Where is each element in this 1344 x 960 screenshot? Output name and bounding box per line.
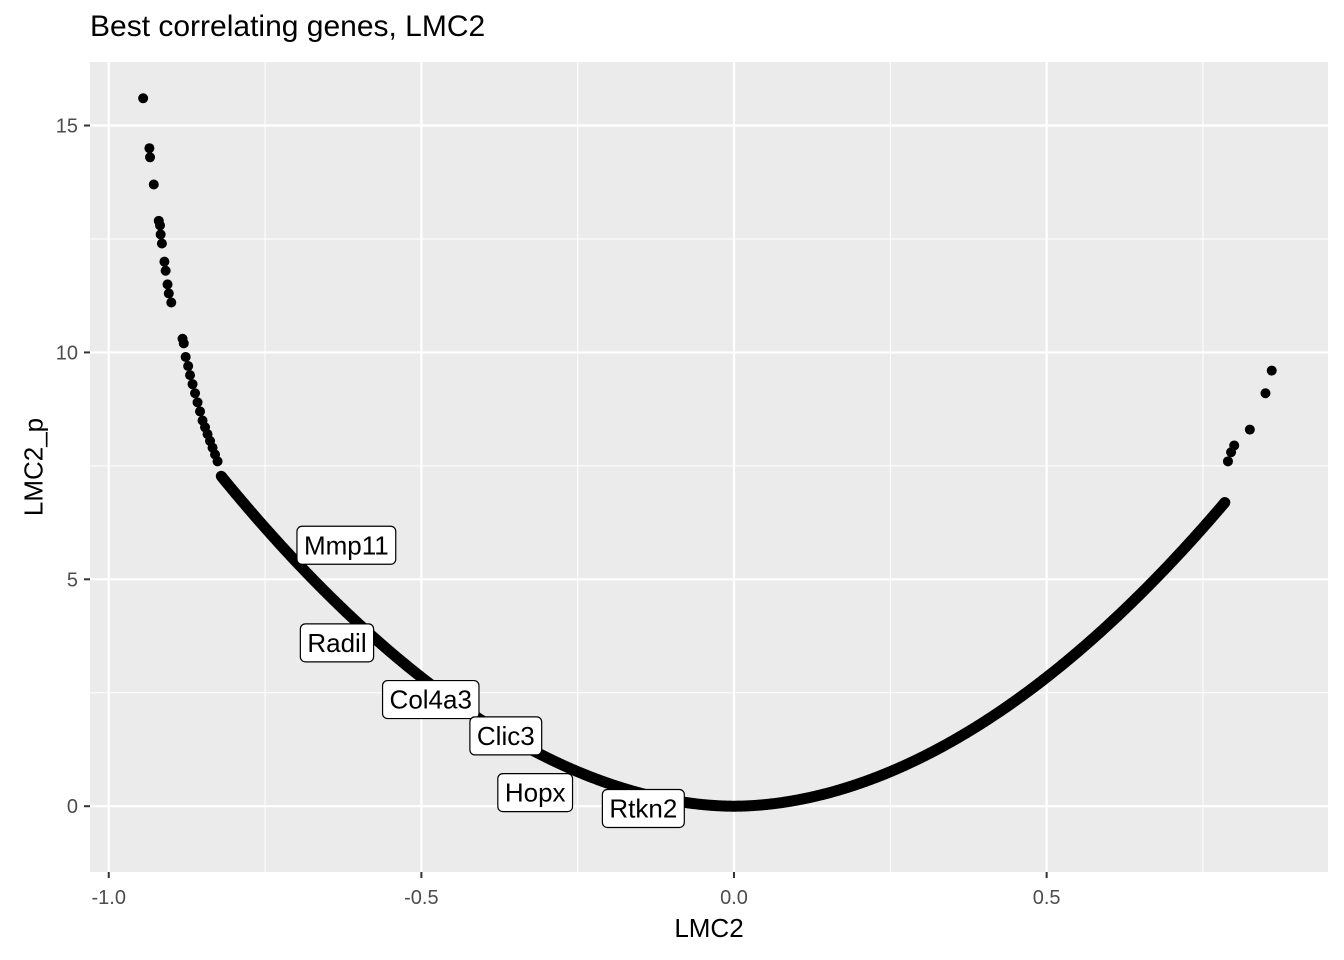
gene-point bbox=[181, 352, 191, 362]
gene-point bbox=[149, 180, 159, 190]
gene-point bbox=[1223, 456, 1233, 466]
plot-panel bbox=[90, 62, 1328, 872]
gene-point bbox=[193, 397, 203, 407]
gene-label: Hopx bbox=[498, 774, 573, 812]
gene-point bbox=[179, 338, 189, 348]
gene-point bbox=[195, 406, 205, 416]
gene-label-text: Col4a3 bbox=[390, 685, 472, 715]
gene-point bbox=[164, 288, 174, 298]
gene-point bbox=[188, 379, 198, 389]
gene-label-text: Clic3 bbox=[477, 721, 535, 751]
gene-point bbox=[144, 143, 154, 153]
y-tick-label: 15 bbox=[56, 116, 78, 138]
gene-point bbox=[1260, 388, 1270, 398]
x-tick-label: -0.5 bbox=[404, 887, 438, 909]
gene-label-text: Radil bbox=[307, 628, 366, 658]
gene-point bbox=[185, 370, 195, 380]
gene-label-text: Mmp11 bbox=[304, 530, 389, 560]
gene-point bbox=[1267, 366, 1277, 376]
y-tick-label: 10 bbox=[56, 342, 78, 364]
gene-label: Rtkn2 bbox=[602, 789, 684, 827]
gene-point bbox=[166, 298, 176, 308]
gene-point bbox=[1229, 440, 1239, 450]
gene-point bbox=[190, 388, 200, 398]
gene-label: Mmp11 bbox=[297, 526, 396, 564]
x-tick-label: -1.0 bbox=[92, 887, 126, 909]
gene-point bbox=[213, 456, 223, 466]
gene-point bbox=[156, 229, 166, 239]
y-tick-label: 5 bbox=[67, 569, 78, 591]
y-tick-label: 0 bbox=[67, 796, 78, 818]
gene-point bbox=[145, 152, 155, 162]
gene-label: Col4a3 bbox=[383, 681, 479, 719]
gene-label-text: Rtkn2 bbox=[609, 793, 677, 823]
gene-point bbox=[1245, 425, 1255, 435]
gene-point bbox=[161, 266, 171, 276]
gene-label: Radil bbox=[300, 624, 373, 662]
gene-point bbox=[159, 257, 169, 267]
gene-point bbox=[138, 93, 148, 103]
gene-point bbox=[155, 220, 165, 230]
gene-point bbox=[157, 239, 167, 249]
gene-label: Clic3 bbox=[470, 717, 542, 755]
gene-label-text: Hopx bbox=[505, 778, 566, 808]
x-tick-label: 0.5 bbox=[1033, 887, 1061, 909]
gene-point bbox=[183, 361, 193, 371]
gene-point bbox=[163, 279, 173, 289]
x-tick-label: 0.0 bbox=[720, 887, 748, 909]
